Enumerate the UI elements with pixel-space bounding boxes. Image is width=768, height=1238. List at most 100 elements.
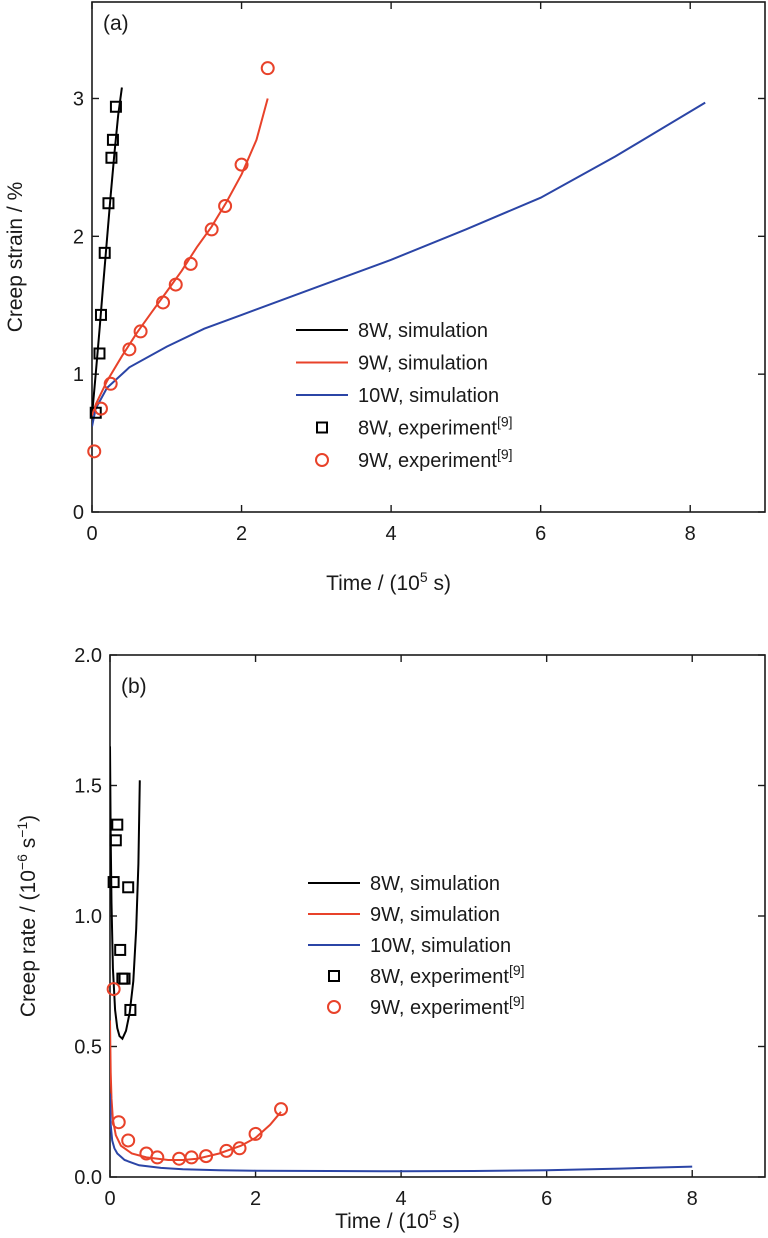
data-point-circle-9W bbox=[111, 1115, 126, 1130]
data-point-circle-9W bbox=[93, 401, 108, 416]
data-point-square-8W bbox=[98, 246, 111, 259]
legend-entry-text: 9W, experiment bbox=[370, 997, 509, 1019]
x-tick-label: 0 bbox=[86, 523, 97, 545]
legend-entry-text: 8W, experiment bbox=[358, 418, 497, 440]
x-axis-label-sup: 5 bbox=[429, 1207, 437, 1223]
y-tick-label: 1.5 bbox=[74, 776, 102, 798]
chart-panel-a: 0 2 4 6 8 0 1 2 3 (a) Time / (105 s) Creep strain /… bbox=[4, 1, 766, 595]
legend-entry: 8W, simulation bbox=[370, 873, 500, 895]
y-tick-label: 3 bbox=[73, 88, 84, 110]
series-line-9W bbox=[92, 98, 269, 416]
legend-entry-text: 8W, simulation bbox=[358, 320, 488, 342]
data-point-circle-9W bbox=[234, 157, 249, 172]
x-axis-label-part: Time / (10 bbox=[335, 1210, 429, 1233]
x-tick-label: 8 bbox=[687, 1188, 698, 1210]
data-point-circle-9W bbox=[122, 342, 137, 357]
legend-entry-text: 9W, experiment bbox=[358, 450, 497, 472]
series-line-9W bbox=[110, 1020, 282, 1161]
x-axis-label-part: Time / (10 bbox=[326, 572, 420, 595]
y-tick-label: 0 bbox=[73, 502, 84, 524]
legend-entry-text: 10W, simulation bbox=[358, 385, 499, 407]
x-axis-label: Time / (105 s) bbox=[326, 569, 451, 595]
chart-panel-b: 0 2 4 6 80.00.51.01.52.0(b)Time / (105 s)Cre… bbox=[14, 645, 766, 1233]
legend-entry: 9W, experiment[9] bbox=[358, 446, 513, 472]
data-point-square-8W bbox=[118, 972, 131, 985]
data-point-circle-9W bbox=[150, 1150, 165, 1165]
data-point-circle-9W bbox=[204, 222, 219, 237]
x-axis-label-sup: 5 bbox=[420, 569, 428, 585]
data-point-circle-9W bbox=[121, 1133, 136, 1148]
series-line-8W bbox=[110, 746, 141, 1041]
data-point-circle-9W bbox=[168, 277, 183, 292]
legend-swatch-square bbox=[316, 421, 328, 434]
data-point-square-8W bbox=[94, 308, 107, 321]
data-point-square-8W bbox=[124, 1003, 137, 1016]
series-line-8W bbox=[92, 87, 123, 416]
y-axis-label: Creep rate / (10−6 s−1) bbox=[14, 815, 40, 1017]
legend: 8W, simulation 9W, simulation 10W, simulat… bbox=[308, 873, 525, 1019]
y-axis-label-sup: −6 bbox=[14, 854, 30, 870]
x-axis-label-part: s) bbox=[437, 1210, 460, 1233]
data-point-square-8W bbox=[109, 834, 122, 847]
legend-entry: 9W, simulation bbox=[358, 353, 488, 375]
y-axis-label: Creep strain / % bbox=[4, 182, 27, 333]
data-point-square-8W bbox=[105, 151, 118, 164]
data-point-square-8W bbox=[122, 881, 135, 894]
x-tick-label: 8 bbox=[685, 523, 696, 545]
data-point-circle-9W bbox=[133, 324, 148, 339]
data-point-square-8W bbox=[114, 943, 127, 956]
data-point-circle-9W bbox=[87, 444, 102, 459]
legend-entry-text: 9W, simulation bbox=[358, 353, 488, 375]
legend-entry-text: 10W, simulation bbox=[370, 935, 511, 957]
legend-entry: 10W, simulation bbox=[370, 935, 511, 957]
legend-entry: 8W, experiment[9] bbox=[358, 414, 513, 440]
legend-entry-text: 9W, simulation bbox=[370, 904, 500, 926]
plot-frame bbox=[91, 1, 766, 513]
legend-entry-sup: [9] bbox=[497, 446, 513, 462]
data-point-circle-9W bbox=[156, 295, 171, 310]
data-layer bbox=[92, 87, 706, 427]
legend-entry-sup: [9] bbox=[497, 414, 513, 430]
data-point-square-8W bbox=[106, 133, 119, 146]
data-point-circle-9W bbox=[184, 1150, 199, 1165]
legend-swatch-circle bbox=[315, 453, 329, 467]
x-tick-label: 4 bbox=[396, 1188, 407, 1210]
x-tick-label: 4 bbox=[386, 523, 397, 545]
data-point-circle-9W bbox=[219, 1143, 234, 1158]
y-tick-label: 0.0 bbox=[74, 1167, 102, 1189]
x-tick-label: 0 bbox=[104, 1188, 115, 1210]
data-layer bbox=[110, 746, 693, 1173]
data-point-square-8W bbox=[93, 347, 106, 360]
x-tick-label: 6 bbox=[541, 1188, 552, 1210]
y-tick-label: 1 bbox=[73, 364, 84, 386]
panel-label: (a) bbox=[103, 12, 129, 35]
legend-swatch-square bbox=[328, 970, 340, 982]
data-point-square-8W bbox=[107, 876, 120, 889]
legend-entry: 9W, experiment[9] bbox=[370, 993, 525, 1019]
data-point-circle-9W bbox=[103, 376, 118, 391]
legend: 8W, simulation 9W, simulation 10W, simulat… bbox=[296, 320, 513, 472]
data-point-circle-9W bbox=[260, 61, 275, 76]
y-tick-label: 1.0 bbox=[74, 906, 102, 928]
x-axis-label-part: s) bbox=[428, 572, 451, 595]
x-tick-label: 2 bbox=[236, 523, 247, 545]
legend-entry-sup: [9] bbox=[509, 962, 525, 978]
legend-entry-sup: [9] bbox=[509, 993, 525, 1009]
y-axis-label-part: ) bbox=[17, 815, 40, 822]
legend-entry: 9W, simulation bbox=[370, 904, 500, 926]
legend-swatch-circle bbox=[327, 1000, 341, 1014]
x-axis-label: Time / (105 s) bbox=[335, 1207, 460, 1233]
data-point-circle-9W bbox=[232, 1141, 247, 1156]
data-point-circle-9W bbox=[172, 1151, 187, 1166]
y-tick-label: 0.5 bbox=[74, 1037, 102, 1059]
y-tick-label: 2.0 bbox=[74, 645, 102, 667]
data-point-square-8W bbox=[102, 197, 115, 210]
legend-entry-text: 8W, simulation bbox=[370, 873, 500, 895]
y-axis-label-sup: −1 bbox=[14, 822, 30, 838]
data-point-square-8W bbox=[111, 818, 124, 831]
legend-entry-text: 8W, experiment bbox=[370, 966, 509, 988]
x-tick-label: 2 bbox=[250, 1188, 261, 1210]
legend-entry: 8W, simulation bbox=[358, 320, 488, 342]
data-point-circle-9W bbox=[248, 1126, 263, 1141]
